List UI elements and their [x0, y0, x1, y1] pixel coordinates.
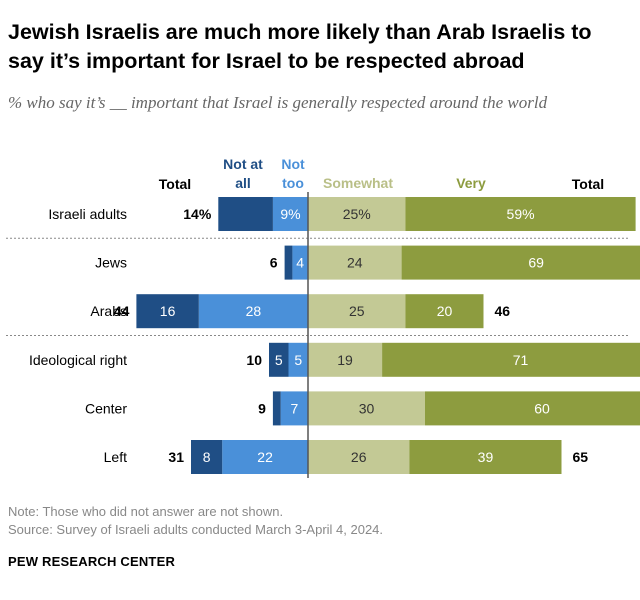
row-label: Israeli adults: [48, 206, 127, 222]
value-total-negative: 9: [258, 400, 266, 416]
chart-source: Source: Survey of Israeli adults conduct…: [8, 522, 384, 537]
header-very: Very: [456, 175, 486, 191]
brand-footer: PEW RESEARCH CENTER: [8, 554, 176, 569]
value-total-negative: 31: [168, 449, 184, 465]
value-somewhat: 26: [351, 449, 367, 465]
bar-not-too: [292, 245, 308, 280]
bar-somewhat: [308, 294, 406, 329]
row-label: Center: [85, 400, 127, 416]
value-total-positive: 46: [495, 303, 511, 319]
value-somewhat: 24: [347, 255, 363, 271]
value-total-positive: 65: [573, 449, 589, 465]
bar-not-at-all: [191, 440, 223, 474]
header-somewhat: Somewhat: [323, 175, 393, 191]
value-not-too: 5: [294, 352, 302, 368]
header-not-too-line2: too: [282, 175, 304, 191]
value-not-too: 22: [257, 449, 273, 465]
bar-very: [409, 440, 562, 474]
row-label: Arabs: [90, 303, 127, 319]
bar-not-too: [280, 391, 308, 426]
bar-not-at-all: [269, 342, 289, 377]
value-somewhat: 25%: [343, 206, 371, 222]
header-total-left: Total: [159, 176, 191, 192]
bar-somewhat: [308, 245, 402, 280]
bar-very: [425, 391, 640, 426]
bar-very: [401, 245, 640, 280]
header-total-right: Total: [572, 176, 604, 192]
bar-very: [405, 197, 636, 231]
bar-very: [382, 342, 640, 377]
diverging-bar-chart: Total Not at all Not too Somewhat Very Total Isr…: [6, 156, 640, 478]
bar-not-too: [222, 440, 308, 474]
value-not-at-all: 16: [160, 303, 176, 319]
row-label: Ideological right: [29, 352, 127, 368]
bar-somewhat: [308, 440, 410, 474]
chart-subtitle: % who say it’s __ important that Israel …: [8, 93, 548, 112]
value-total-negative: 44: [114, 303, 130, 319]
bar-somewhat: [308, 391, 425, 426]
bar-not-too: [272, 197, 308, 231]
value-total-negative: 10: [246, 352, 262, 368]
bar-not-at-all: [218, 197, 273, 231]
bar-very: [405, 294, 484, 329]
bar-not-at-all: [284, 245, 293, 280]
header-not-at-all-line2: all: [235, 175, 251, 191]
value-total-negative: 14%: [183, 206, 212, 222]
header-not-at-all-line1: Not at: [223, 156, 263, 172]
row-label: Jews: [95, 255, 127, 271]
value-not-at-all: 5: [275, 352, 283, 368]
value-not-too: 7: [290, 400, 298, 416]
value-somewhat: 25: [349, 303, 365, 319]
value-very: 69: [528, 255, 544, 271]
header-not-too-line1: Not: [281, 156, 305, 172]
bar-not-at-all: [136, 294, 199, 329]
value-very: 59%: [507, 206, 535, 222]
value-total-negative: 6: [270, 255, 278, 271]
value-somewhat: 30: [359, 400, 375, 416]
value-very: 71: [513, 352, 529, 368]
value-not-too: 4: [296, 255, 304, 271]
row-label: Left: [104, 449, 127, 465]
bar-somewhat: [308, 342, 383, 377]
value-very: 20: [437, 303, 453, 319]
value-not-at-all: 8: [203, 449, 211, 465]
bar-somewhat: [308, 197, 406, 231]
chart-title: Jewish Israelis are much more likely tha…: [8, 20, 592, 73]
value-very: 60: [534, 400, 550, 416]
value-not-too: 9%: [280, 206, 300, 222]
value-very: 39: [478, 449, 494, 465]
bar-not-too: [288, 342, 308, 377]
bar-not-too: [198, 294, 308, 329]
value-somewhat: 19: [337, 352, 353, 368]
value-not-too: 28: [246, 303, 262, 319]
bar-not-at-all: [272, 391, 281, 426]
chart-note: Note: Those who did not answer are not s…: [8, 504, 284, 519]
